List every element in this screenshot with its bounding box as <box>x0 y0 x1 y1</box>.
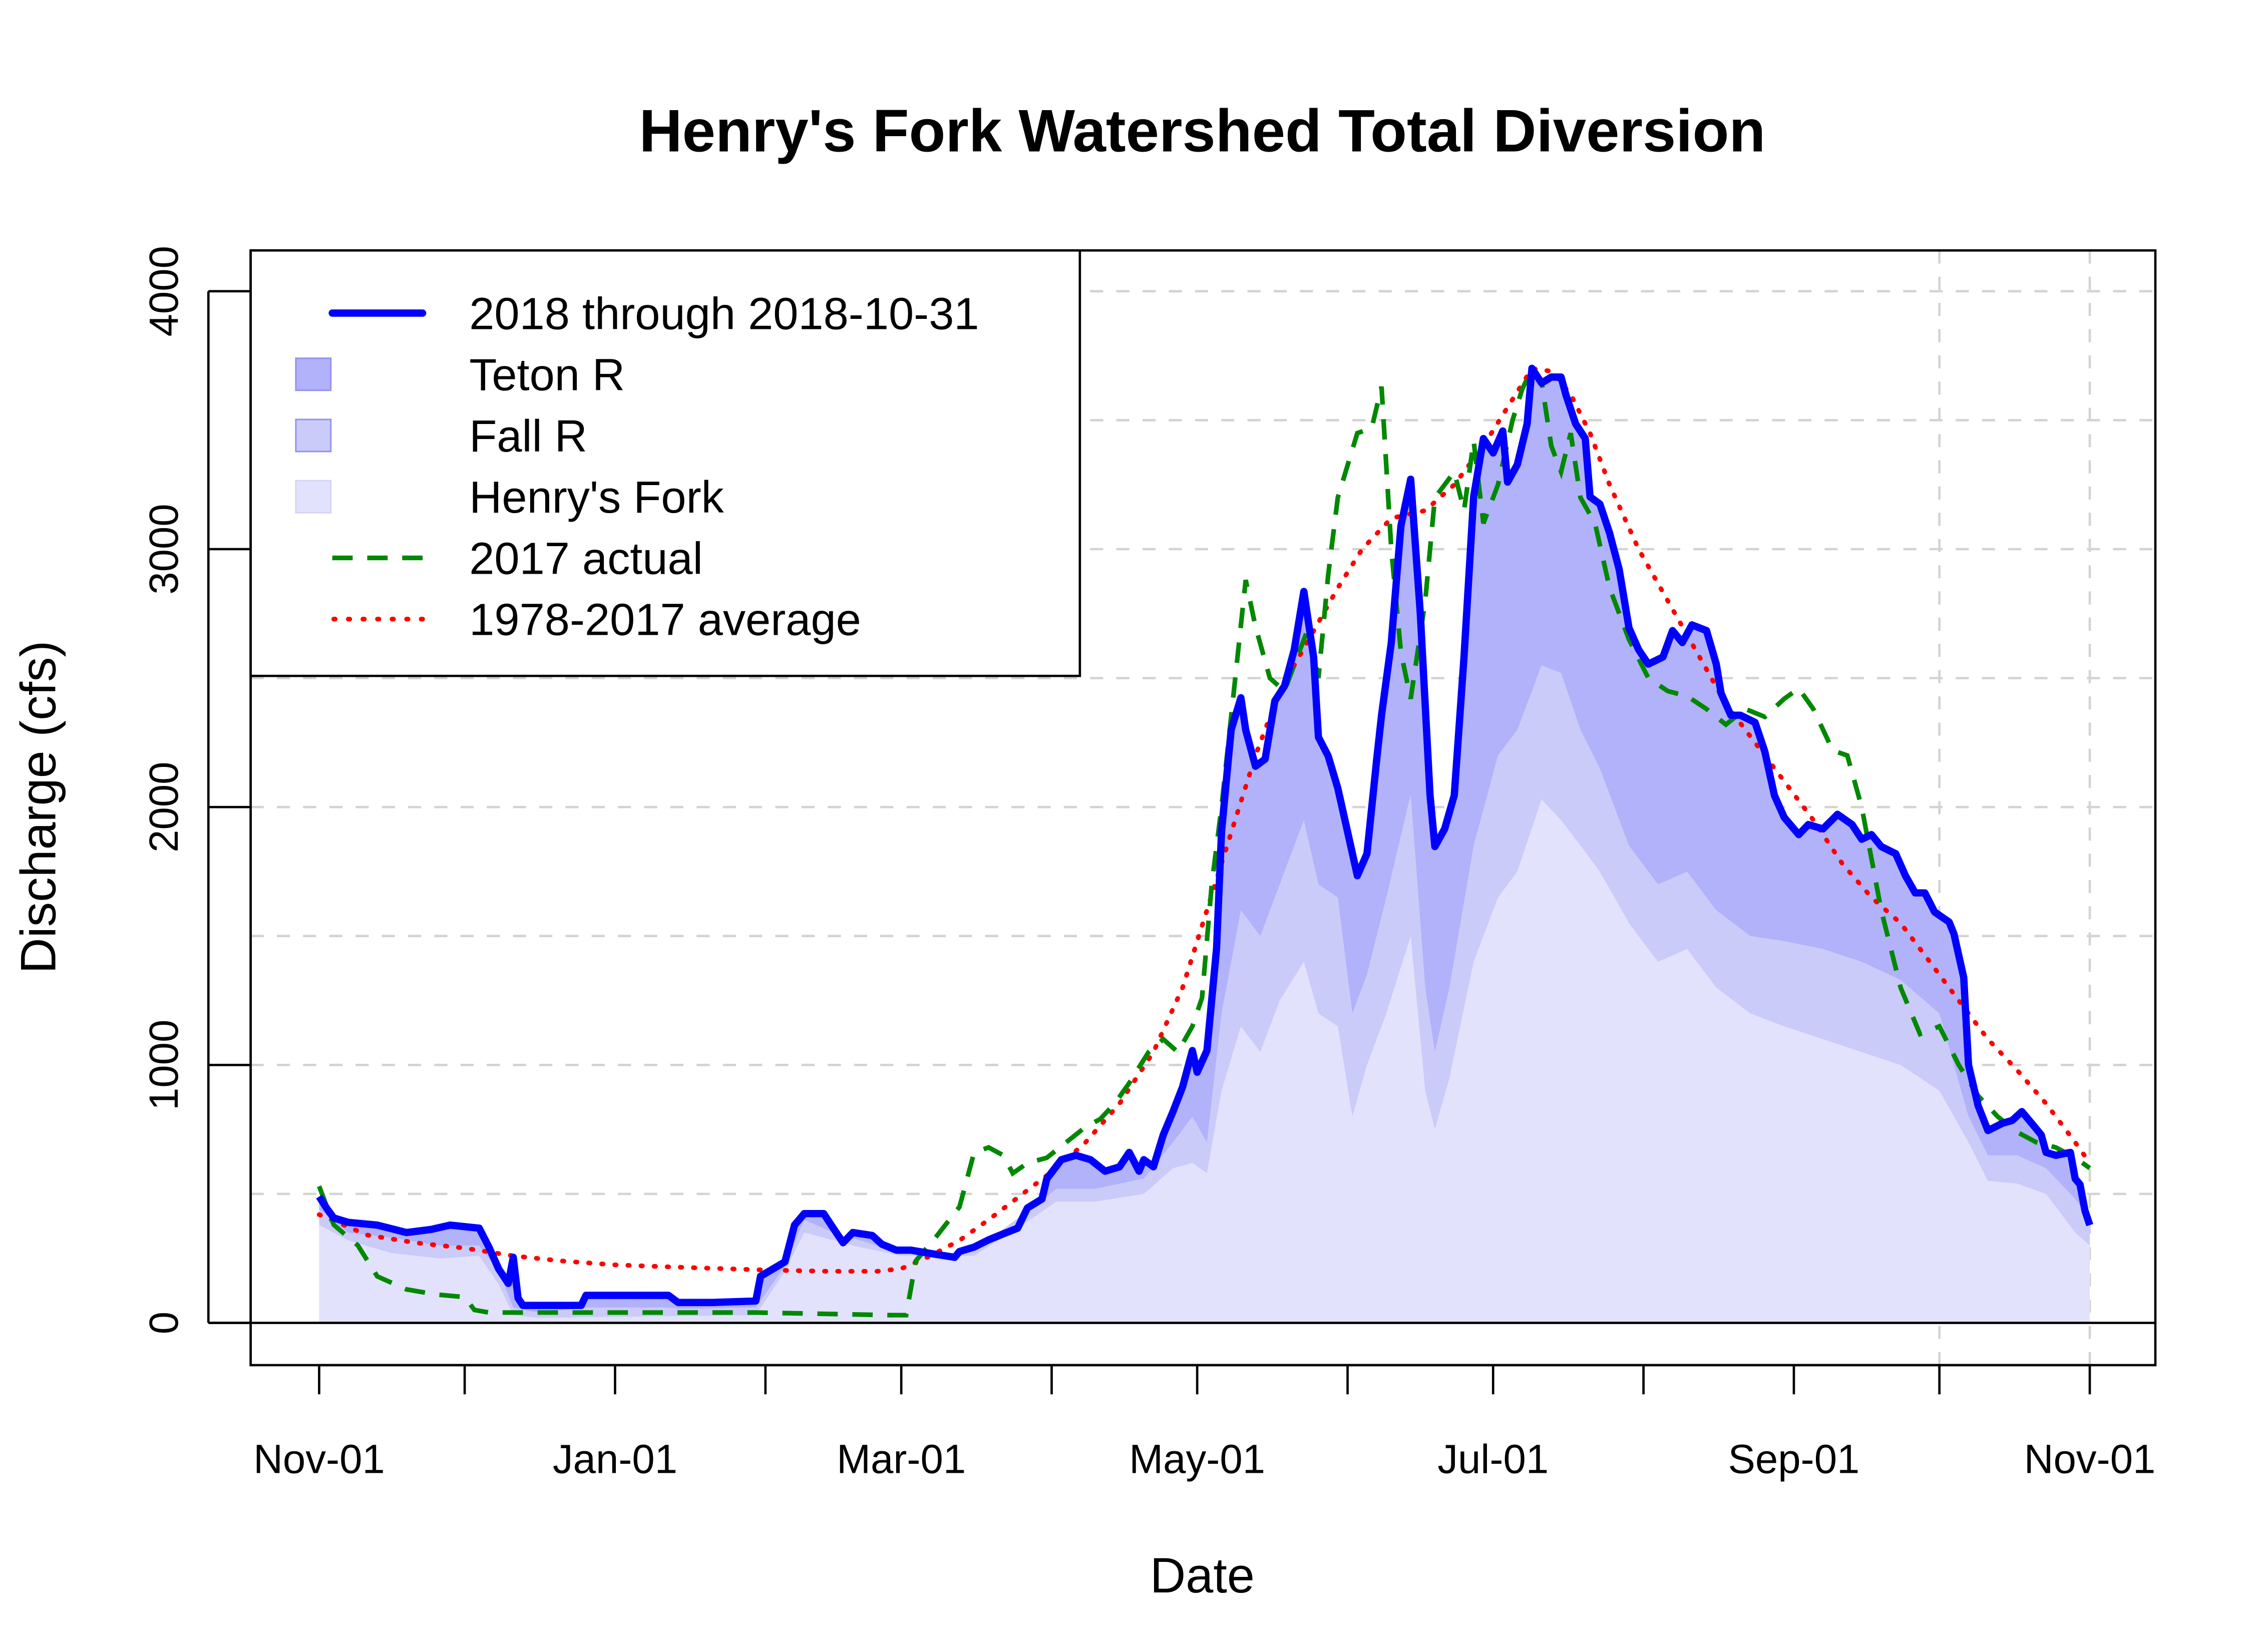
x-tick-label: Mar-01 <box>837 1436 966 1482</box>
y-tick-label: 2000 <box>141 762 187 853</box>
legend-item: Teton R <box>295 350 625 400</box>
legend-label: Teton R <box>469 350 625 400</box>
x-axis-label: Date <box>1150 1547 1255 1603</box>
y-tick-label: 1000 <box>141 1020 187 1110</box>
y-axis-label: Discharge (cfs) <box>11 640 66 973</box>
legend-item: 1978-2017 average <box>331 595 861 645</box>
legend-swatch-fill <box>295 419 332 453</box>
x-axis: Nov-01 Jan-01 Mar-01 May-01 Jul-01 Sep-01 Nov-… <box>253 1364 2156 1482</box>
legend-item: Henry's Fork <box>295 472 724 523</box>
x-tick-label: Nov-01 <box>2024 1436 2156 1482</box>
y-tick-label: 4000 <box>141 246 187 336</box>
legend: 2018 through 2018-10-31 Teton R Fall R Henr… <box>249 249 1081 677</box>
y-tick-label: 0 <box>141 1312 187 1334</box>
series-lines <box>316 364 2093 1318</box>
stacked-areas <box>319 368 2090 1323</box>
legend-label: Fall R <box>469 411 587 462</box>
chart-title: Henry's Fork Watershed Total Diversion <box>639 98 1765 164</box>
area-henrys-fork <box>319 799 2090 1323</box>
line-2017-actual <box>317 364 2091 1318</box>
x-tick-label: Nov-01 <box>253 1436 385 1482</box>
legend-swatch-fill <box>295 480 332 514</box>
legend-box <box>249 249 1081 677</box>
legend-label: 1978-2017 average <box>469 595 861 645</box>
legend-swatch-fill <box>295 357 332 391</box>
legend-item: 2018 through 2018-10-31 <box>328 288 979 339</box>
x-tick-label: May-01 <box>1129 1436 1265 1482</box>
line-2018 <box>316 364 2093 1309</box>
y-tick-label: 3000 <box>141 504 187 594</box>
line-1978-2017-average <box>316 366 2092 1274</box>
x-tick-label: Jan-01 <box>553 1436 677 1482</box>
x-tick-label: Sep-01 <box>1728 1436 1860 1482</box>
legend-item: 2017 actual <box>332 533 703 584</box>
legend-label: 2018 through 2018-10-31 <box>469 288 979 339</box>
legend-label: Henry's Fork <box>469 472 724 523</box>
x-tick-label: Jul-01 <box>1437 1436 1549 1482</box>
y-axis: 0 1000 2000 3000 4000 <box>141 246 251 1334</box>
legend-label: 2017 actual <box>469 533 703 584</box>
legend-item: Fall R <box>295 411 587 462</box>
